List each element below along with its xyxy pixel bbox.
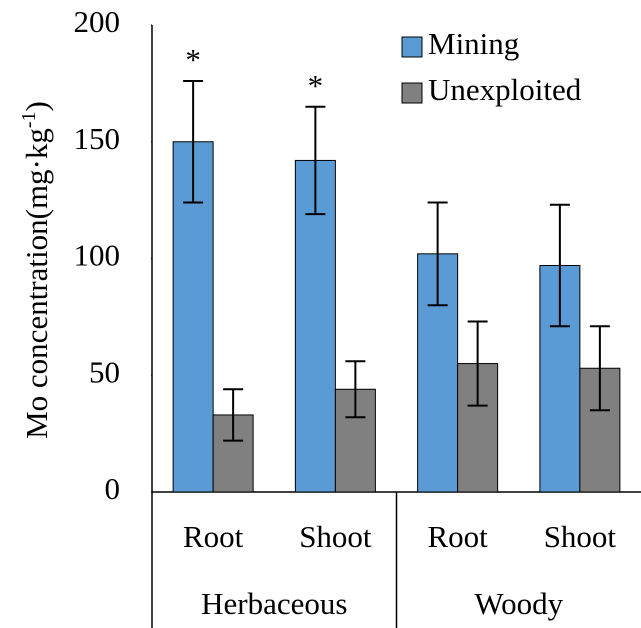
y-tick-label: 50 [89, 354, 120, 389]
error-bar [223, 388, 244, 442]
error-bar [467, 320, 488, 407]
y-label-main: Mo concentration(mg·kg [19, 128, 54, 439]
error-bar [589, 325, 610, 412]
group-label: Woody [474, 586, 563, 621]
error-bar [305, 105, 326, 216]
legend-swatch [401, 36, 423, 58]
error-bar [427, 201, 448, 307]
y-tick-label: 200 [74, 4, 121, 39]
legend-label: Mining [428, 26, 519, 61]
y-label-end: ) [19, 101, 54, 111]
group-label: Herbaceous [201, 586, 347, 621]
y-label-sup: -1 [18, 111, 40, 128]
x-tick-label: Root [183, 519, 244, 554]
x-tick-label: Root [427, 519, 488, 554]
y-tick-label: 150 [74, 121, 121, 156]
legend-label: Unexploited [428, 72, 582, 107]
y-tick-label: 0 [105, 471, 121, 506]
error-bar [345, 360, 366, 419]
x-tick-label: Shoot [544, 519, 617, 554]
x-tick-label: Shoot [299, 519, 372, 554]
bar [294, 159, 336, 493]
error-bar [183, 80, 204, 204]
legend-swatch [401, 82, 423, 104]
y-axis-label: Mo concentration(mg·kg-1) [18, 101, 55, 439]
error-bar [549, 203, 570, 328]
y-tick-label: 100 [74, 238, 121, 273]
significance-mark: * [185, 42, 201, 77]
significance-mark: * [308, 68, 324, 103]
